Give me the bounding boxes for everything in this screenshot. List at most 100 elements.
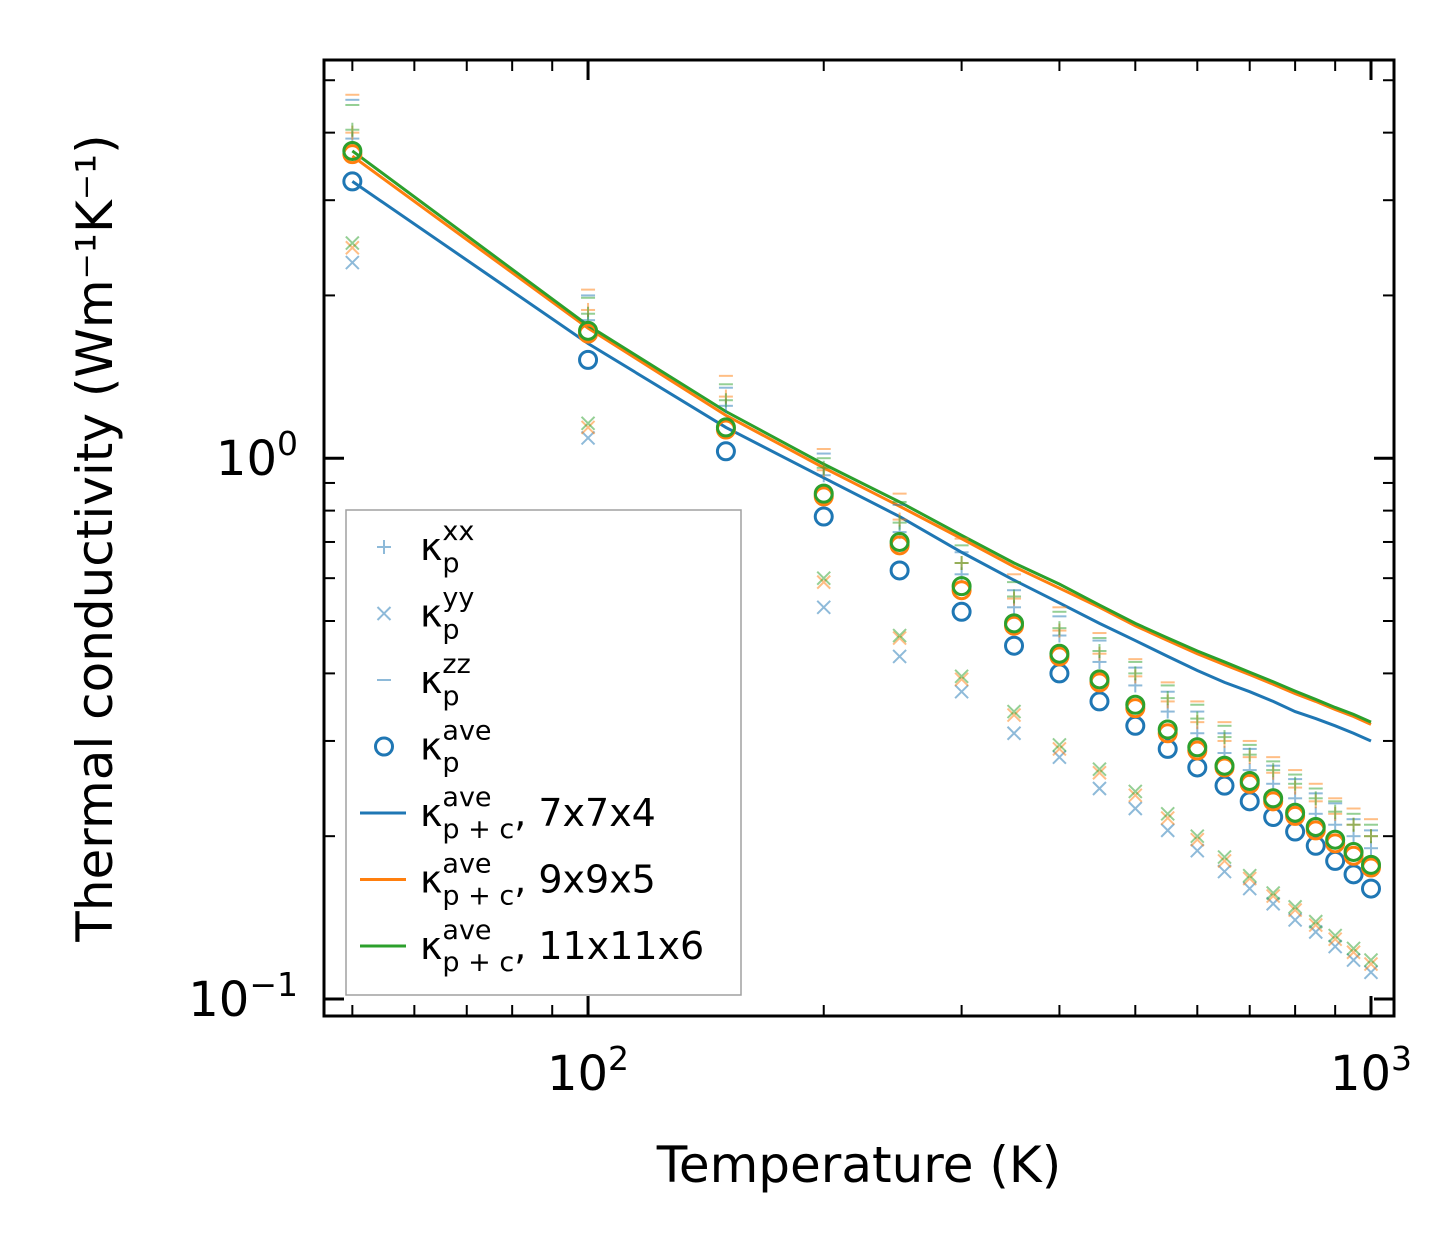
kappa-p-ave-point: [342, 171, 363, 192]
kappa-p-yy-point: [1190, 843, 1205, 858]
kappa-p-ave-point: [1089, 669, 1110, 690]
kappa-p-xx-point: [1363, 841, 1378, 856]
kappa-p-yy-point: [1006, 726, 1022, 741]
kappa-p-yy-point: [1308, 924, 1323, 940]
kappa-p-xx-point: [954, 556, 969, 571]
kappa-p-yy-point: [345, 240, 360, 255]
kappa-p-yy-point: [1346, 941, 1361, 956]
kappa-p-yy-point: [580, 420, 596, 435]
kappa-p-yy-point: [1006, 707, 1022, 723]
kappa-p-xx-point: [718, 393, 733, 408]
kappa-p-yy-point: [1327, 928, 1343, 943]
kappa-p-xx-point: [1242, 747, 1257, 762]
kappa-p-yy-point: [1265, 888, 1281, 904]
legend-label: κxx: [420, 516, 474, 569]
tick-labels: 102 103 10−1 100: [188, 424, 1412, 1102]
kappa-p-yy-point: [345, 255, 360, 270]
kappa-p-xx-point: [1308, 791, 1323, 806]
legend-label: κave: [420, 782, 492, 835]
kappa-p-yy-point: [816, 570, 831, 586]
kappa-p-yy-point: [892, 649, 907, 664]
kappa-p-yy-point: [1265, 885, 1281, 901]
kappa-p-ave-point: [813, 506, 834, 527]
kappa-p-xx-point: [1190, 711, 1205, 726]
legend-label: κzz: [420, 649, 471, 702]
legend-label-sub: κp + c, 11x11x6: [420, 924, 704, 978]
kappa-p-ave-point: [889, 531, 910, 552]
kappa-p-yy-point: [1217, 853, 1232, 869]
legend-label-sub: κp: [420, 525, 460, 579]
kappa-pc-ave-line-11x11x6: [351, 149, 1372, 724]
x-axis-label: Temperature (K): [656, 1136, 1061, 1194]
kappa-p-ave-point: [1004, 613, 1025, 634]
kappa-p-ave-point: [715, 441, 736, 462]
kappa-p-ave-point: [1049, 643, 1070, 664]
kappa-p-xx-point: [345, 122, 360, 137]
kappa-p-xx-point: [1217, 730, 1232, 745]
kappa-p-yy-point: [1092, 781, 1107, 796]
kappa-p-yy-point: [816, 574, 831, 590]
kappa-p-ave-point: [1214, 755, 1235, 776]
kappa-pc-ave-line-7x7x4: [351, 180, 1372, 743]
kappa-p-ave-point: [578, 349, 599, 370]
kappa-p-ave-point: [1343, 864, 1364, 885]
kappa-p-xx-point: [1328, 804, 1343, 819]
kappa-p-yy-point: [816, 600, 831, 615]
kappa-p-ave-point: [578, 320, 599, 341]
kappa-p-yy-point: [1006, 704, 1022, 719]
kappa-p-xx-point: [581, 306, 596, 321]
kappa-p-yy-point: [1327, 931, 1343, 947]
kappa-p-ave-point: [813, 483, 834, 504]
kappa-p-yy-point: [1217, 849, 1232, 865]
kappa-p-yy-point: [1190, 832, 1205, 847]
kappa-p-ave-point: [715, 417, 736, 438]
kappa-p-ave-point: [1305, 816, 1326, 837]
kappa-p-yy-point: [1308, 914, 1323, 929]
kappa-p-ave-point: [1125, 694, 1146, 715]
kappa-p-yy-point: [1287, 899, 1303, 915]
kappa-p-yy-point: [1190, 828, 1205, 844]
kappa-p-yy-point: [580, 430, 596, 446]
axis-ticks: [324, 60, 1394, 1016]
legend-label: κave: [420, 915, 492, 968]
kappa-p-yy-point: [1160, 823, 1175, 838]
kappa-pc-lines: [351, 149, 1372, 743]
kappa-p-yy-point: [1242, 871, 1257, 886]
kappa-p-yy-point: [1363, 956, 1379, 972]
y-tick-label: 100: [216, 424, 298, 487]
kappa-p-yy-point: [954, 672, 969, 687]
kappa-p-ave-point: [1239, 770, 1260, 791]
kappa-p-yy-point: [1308, 917, 1323, 933]
kappa-p-xx-point: [892, 515, 907, 530]
kappa-p-xx-point: [1288, 776, 1303, 791]
kappa-p-yy-point: [1160, 810, 1175, 826]
x-tick-label: 102: [547, 1039, 629, 1102]
kappa-p-ave-point: [1157, 719, 1178, 740]
kappa-p-xx-point: [1128, 666, 1143, 681]
kappa-p-yy-point: [1052, 737, 1067, 753]
kappa-p-xx-point: [1363, 829, 1378, 844]
legend-plus-marker: [377, 540, 391, 554]
kappa-p-xx-point: [1052, 621, 1067, 636]
kappa-p-yy-point: [1128, 788, 1143, 803]
kappa-p-xx-point: [1346, 817, 1361, 832]
y-axis-label: Thermal conductivity (Wm⁻¹K⁻¹): [66, 134, 124, 942]
kappa-p-yy-point: [1160, 806, 1175, 821]
kappa-p-yy-point: [345, 235, 360, 251]
kappa-pc-ave-line-9x9x5: [351, 154, 1372, 726]
legend-label: κave: [420, 716, 492, 769]
kappa-p-ave-point: [1187, 737, 1208, 758]
legend-label-sub: κp: [420, 658, 460, 712]
kappa-p-ave-point: [1360, 854, 1381, 875]
kappa-p-ave-point: [342, 140, 363, 161]
kappa-p-ave-point: [951, 601, 972, 622]
kappa-p-xx-point: [816, 460, 831, 475]
kappa-p-xx-point: [1266, 763, 1281, 778]
kappa-p-ave-point: [1343, 841, 1364, 862]
legend-circle-marker: [374, 736, 394, 757]
kappa-p-yy-point: [1092, 761, 1107, 777]
legend-label-sub: κp + c, 9x9x5: [420, 858, 656, 912]
legend-cross-marker: [376, 606, 392, 621]
kappa-p-yy-point: [1287, 902, 1303, 918]
